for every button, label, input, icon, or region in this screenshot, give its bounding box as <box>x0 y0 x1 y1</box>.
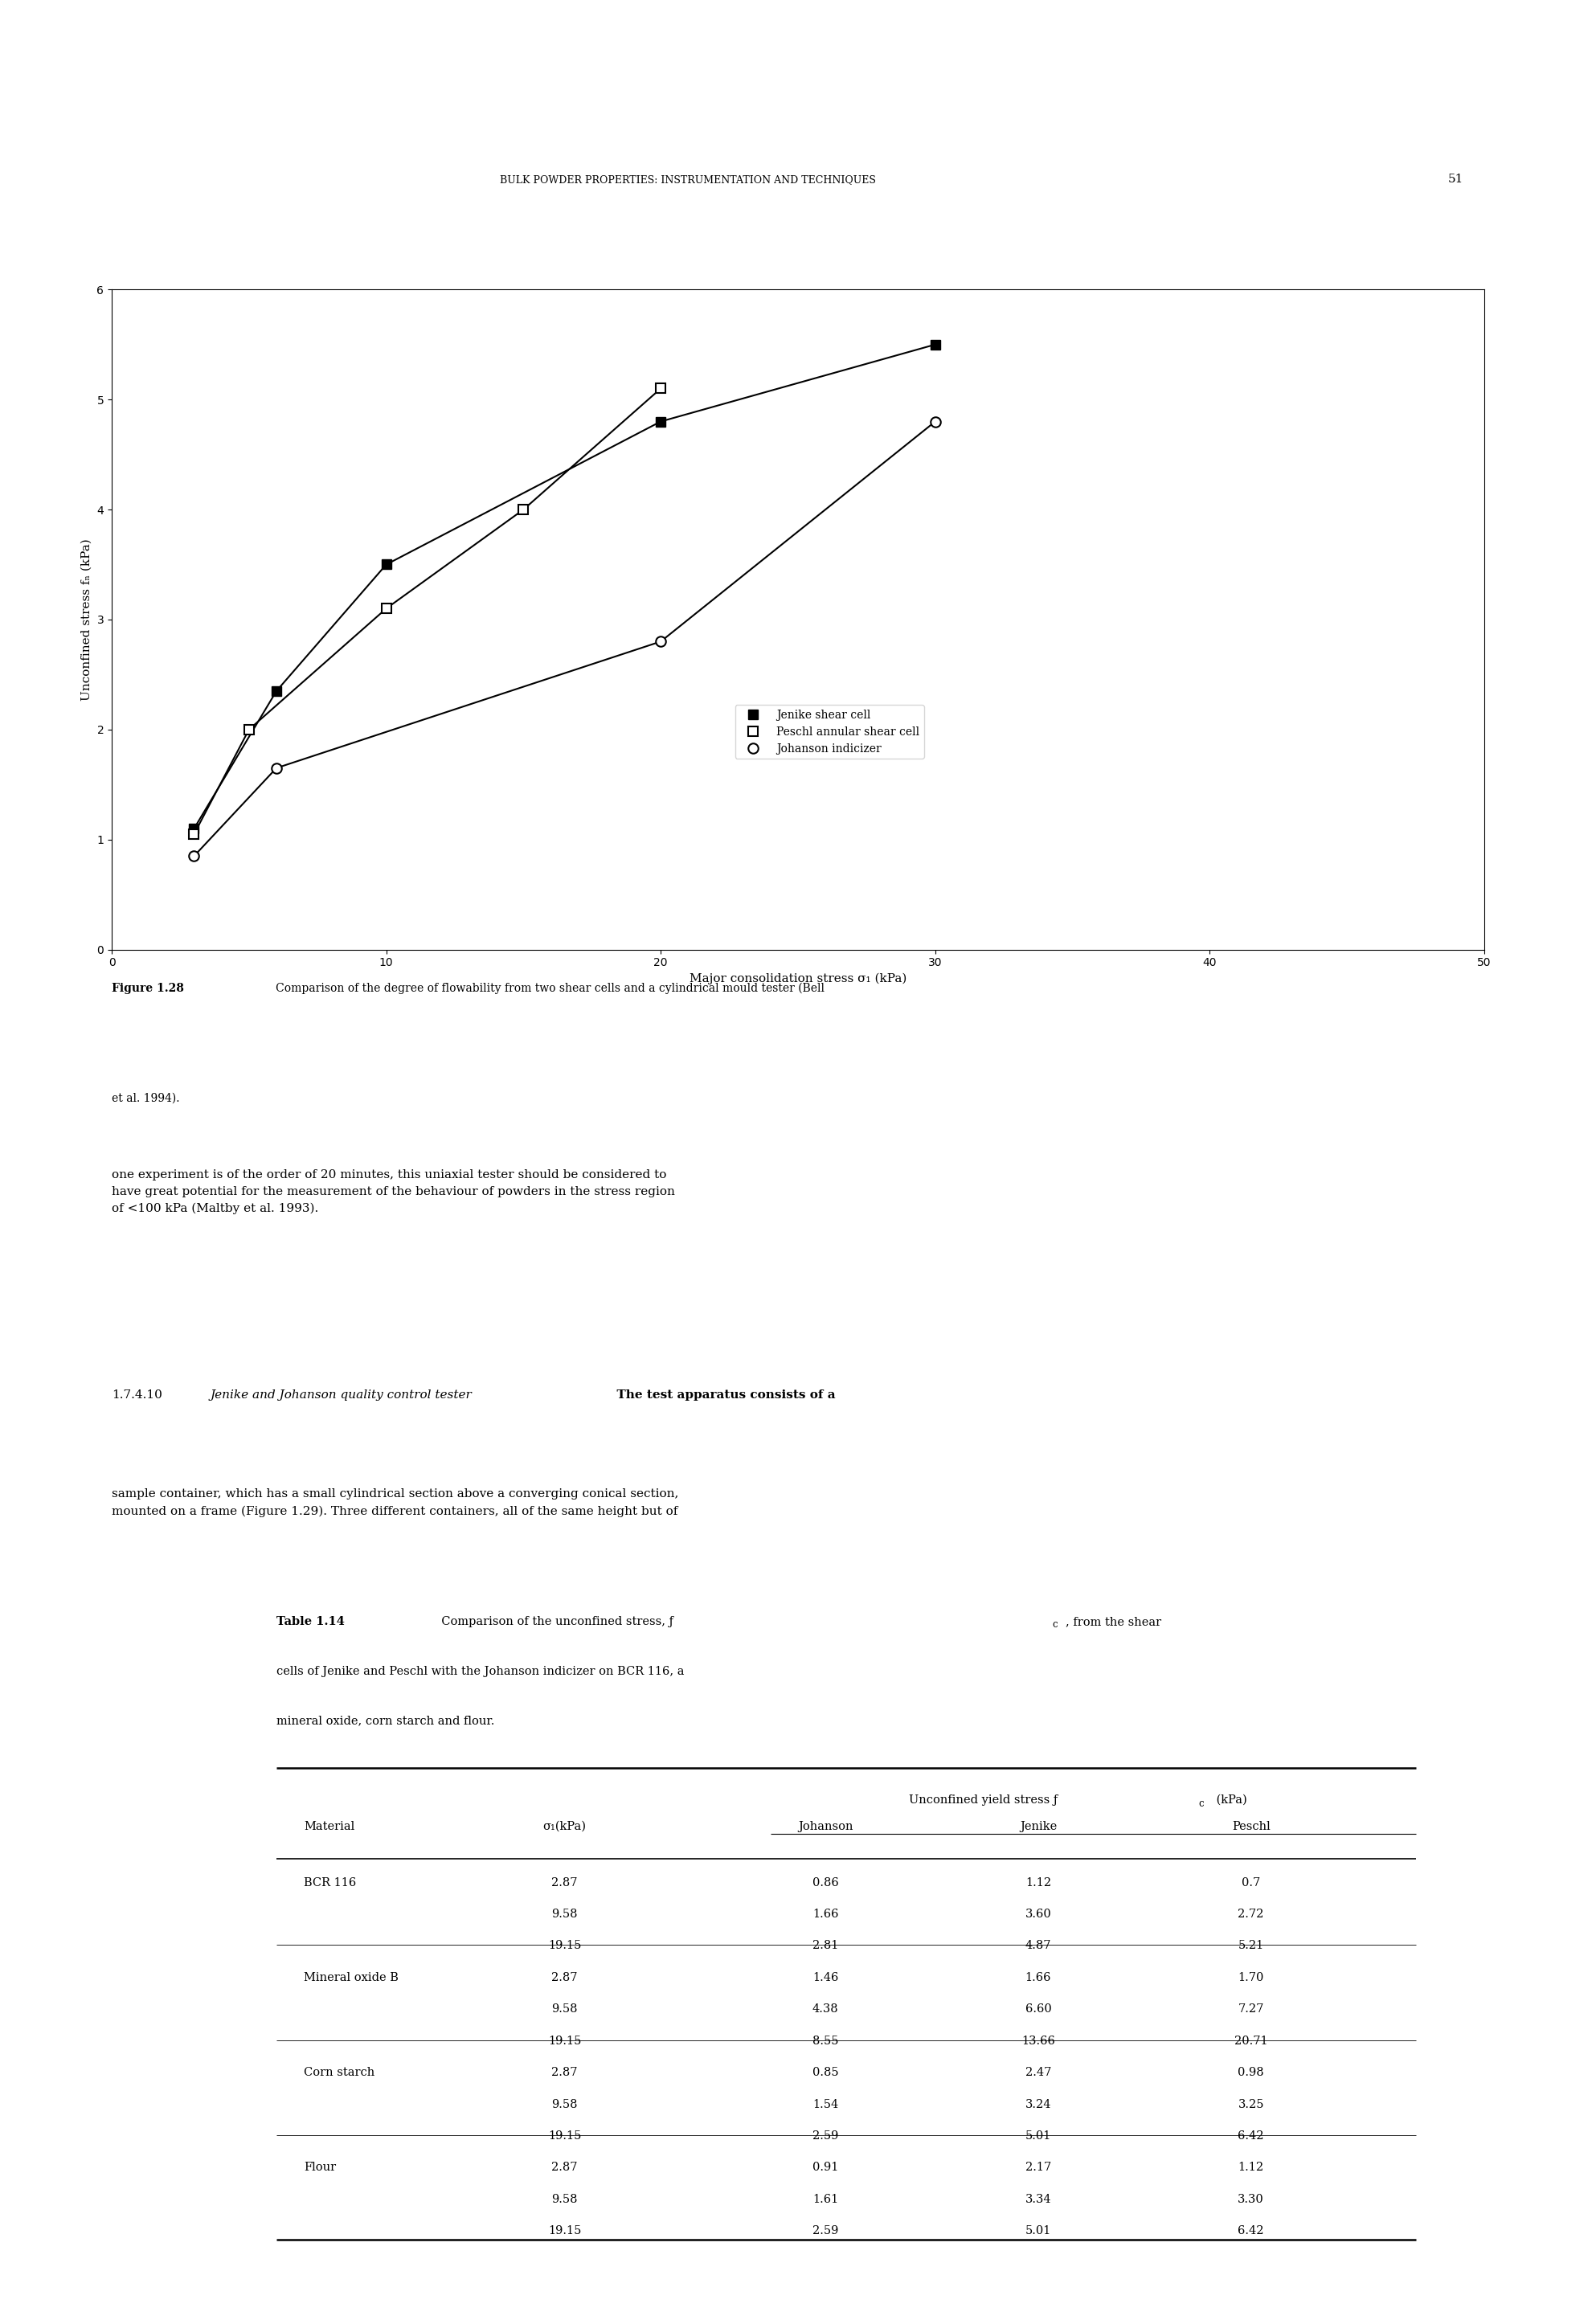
Text: 51: 51 <box>1448 174 1464 185</box>
Text: Comparison of the unconfined stress, ƒ: Comparison of the unconfined stress, ƒ <box>434 1617 674 1628</box>
Text: BCR 116: BCR 116 <box>303 1876 356 1888</box>
Johanson indicizer <box>185 843 204 871</box>
Peschl annular shear cell <box>651 375 670 403</box>
Text: one experiment is of the order of 20 minutes, this uniaxial tester should be con: one experiment is of the order of 20 min… <box>112 1170 675 1214</box>
Jenike shear cell <box>185 815 204 843</box>
Text: σ₁(kPa): σ₁(kPa) <box>543 1820 586 1832</box>
Text: 4.87: 4.87 <box>1025 1941 1052 1952</box>
Text: 20.71: 20.71 <box>1234 2036 1267 2047</box>
Text: 9.58: 9.58 <box>552 2098 578 2110</box>
Text: Table 1.14: Table 1.14 <box>276 1617 345 1628</box>
Text: 4.38: 4.38 <box>812 2003 838 2015</box>
Text: (kPa): (kPa) <box>1213 1795 1246 1806</box>
Text: Figure 1.28: Figure 1.28 <box>112 982 184 994</box>
Text: Flour: Flour <box>303 2163 337 2172</box>
Text: 6.42: 6.42 <box>1238 2131 1264 2142</box>
Text: 2.47: 2.47 <box>1025 2068 1052 2077</box>
Text: 5.01: 5.01 <box>1025 2226 1052 2237</box>
X-axis label: Major consolidation stress σ₁ (kPa): Major consolidation stress σ₁ (kPa) <box>689 973 907 984</box>
Text: 9.58: 9.58 <box>552 1908 578 1920</box>
Text: 2.59: 2.59 <box>812 2131 838 2142</box>
Text: cells of Jenike and Peschl with the Johanson indicizer on BCR 116, a: cells of Jenike and Peschl with the Joha… <box>276 1665 685 1677</box>
Text: 3.30: 3.30 <box>1238 2193 1264 2205</box>
Jenike shear cell <box>267 676 286 704</box>
Text: 2.81: 2.81 <box>812 1941 838 1952</box>
Peschl annular shear cell <box>377 595 396 623</box>
Line: Johanson indicizer: Johanson indicizer <box>188 417 940 862</box>
Jenike shear cell <box>651 408 670 435</box>
Text: 1.46: 1.46 <box>812 1971 838 1982</box>
Text: 0.7: 0.7 <box>1242 1876 1261 1888</box>
Text: c: c <box>1052 1619 1057 1630</box>
Jenike shear cell <box>377 551 396 579</box>
Text: 1.54: 1.54 <box>812 2098 838 2110</box>
Text: Comparison of the degree of flowability from two shear cells and a cylindrical m: Comparison of the degree of flowability … <box>265 982 825 994</box>
Text: 3.60: 3.60 <box>1025 1908 1052 1920</box>
Text: 1.66: 1.66 <box>812 1908 838 1920</box>
Johanson indicizer <box>267 755 286 783</box>
Text: 6.42: 6.42 <box>1238 2226 1264 2237</box>
Text: 7.27: 7.27 <box>1238 2003 1264 2015</box>
Text: 19.15: 19.15 <box>547 1941 581 1952</box>
Text: 5.21: 5.21 <box>1238 1941 1264 1952</box>
Legend: Jenike shear cell, Peschl annular shear cell, Johanson indicizer: Jenike shear cell, Peschl annular shear … <box>734 704 924 760</box>
Text: 19.15: 19.15 <box>547 2226 581 2237</box>
Text: The test apparatus consists of a: The test apparatus consists of a <box>608 1390 836 1401</box>
Text: Peschl: Peschl <box>1232 1820 1270 1832</box>
Text: 6.60: 6.60 <box>1025 2003 1052 2015</box>
Y-axis label: Unconfined stress fₙ (kPa): Unconfined stress fₙ (kPa) <box>81 537 93 702</box>
Line: Peschl annular shear cell: Peschl annular shear cell <box>188 384 666 838</box>
Text: Jenike and Johanson quality control tester: Jenike and Johanson quality control test… <box>211 1390 472 1401</box>
Text: 9.58: 9.58 <box>552 2193 578 2205</box>
Text: et al. 1994).: et al. 1994). <box>112 1093 180 1105</box>
Text: 0.86: 0.86 <box>812 1876 838 1888</box>
Text: 1.7.4.10: 1.7.4.10 <box>112 1390 163 1401</box>
Text: 3.34: 3.34 <box>1025 2193 1052 2205</box>
Text: 2.87: 2.87 <box>552 1876 578 1888</box>
Text: c: c <box>1199 1800 1203 1809</box>
Text: 1.12: 1.12 <box>1238 2163 1264 2172</box>
Text: 3.24: 3.24 <box>1025 2098 1052 2110</box>
Text: 9.58: 9.58 <box>552 2003 578 2015</box>
Text: Mineral oxide B: Mineral oxide B <box>303 1971 399 1982</box>
Text: 5.01: 5.01 <box>1025 2131 1052 2142</box>
Text: Material: Material <box>303 1820 354 1832</box>
Text: 2.59: 2.59 <box>812 2226 838 2237</box>
Text: 0.85: 0.85 <box>812 2068 838 2077</box>
Text: 1.70: 1.70 <box>1238 1971 1264 1982</box>
Peschl annular shear cell <box>185 820 204 848</box>
Text: 19.15: 19.15 <box>547 2131 581 2142</box>
Text: 2.87: 2.87 <box>552 2163 578 2172</box>
Text: 13.66: 13.66 <box>1021 2036 1055 2047</box>
Text: BULK POWDER PROPERTIES: INSTRUMENTATION AND TECHNIQUES: BULK POWDER PROPERTIES: INSTRUMENTATION … <box>500 174 876 185</box>
Text: mineral oxide, corn starch and flour.: mineral oxide, corn starch and flour. <box>276 1716 495 1725</box>
Text: Corn starch: Corn starch <box>303 2068 375 2077</box>
Text: 8.55: 8.55 <box>812 2036 838 2047</box>
Text: 19.15: 19.15 <box>547 2036 581 2047</box>
Johanson indicizer <box>926 408 945 435</box>
Text: 3.25: 3.25 <box>1238 2098 1264 2110</box>
Text: 2.87: 2.87 <box>552 1971 578 1982</box>
Line: Jenike shear cell: Jenike shear cell <box>188 340 940 834</box>
Text: , from the shear: , from the shear <box>1066 1617 1162 1628</box>
Text: Johanson: Johanson <box>798 1820 852 1832</box>
Peschl annular shear cell <box>514 496 533 523</box>
Text: 1.61: 1.61 <box>812 2193 838 2205</box>
Johanson indicizer <box>651 628 670 655</box>
Text: 1.66: 1.66 <box>1025 1971 1052 1982</box>
Text: 0.91: 0.91 <box>812 2163 838 2172</box>
Text: 1.12: 1.12 <box>1025 1876 1052 1888</box>
Text: 2.72: 2.72 <box>1238 1908 1264 1920</box>
Text: 2.87: 2.87 <box>552 2068 578 2077</box>
Text: 2.17: 2.17 <box>1025 2163 1052 2172</box>
Text: sample container, which has a small cylindrical section above a converging conic: sample container, which has a small cyli… <box>112 1489 678 1517</box>
Text: Jenike: Jenike <box>1020 1820 1057 1832</box>
Jenike shear cell <box>926 331 945 359</box>
Text: Unconfined yield stress ƒ: Unconfined yield stress ƒ <box>908 1795 1058 1806</box>
Text: 0.98: 0.98 <box>1238 2068 1264 2077</box>
Peschl annular shear cell <box>239 716 259 743</box>
